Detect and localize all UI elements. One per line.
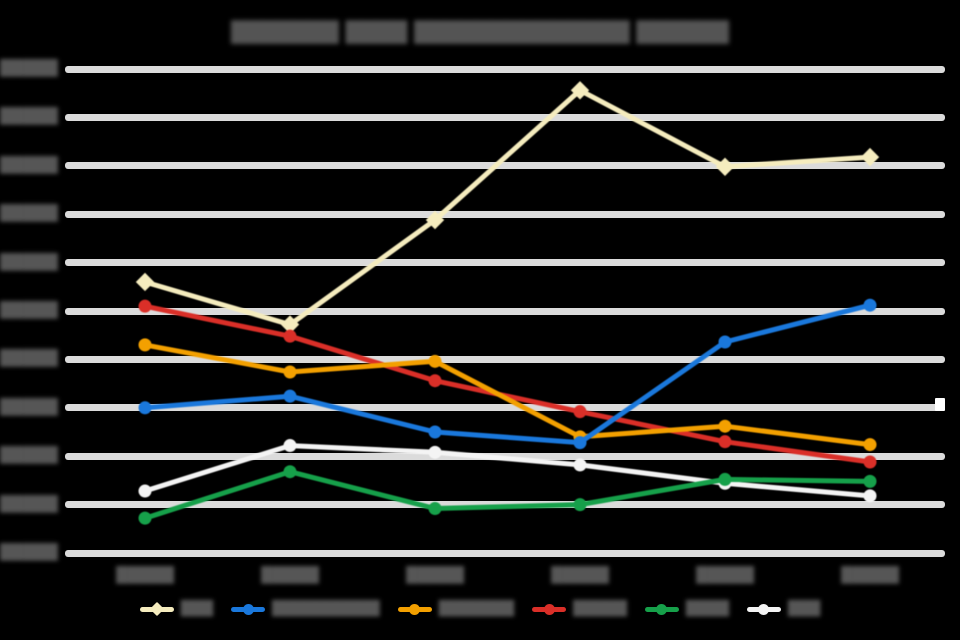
data-point-marker-cream	[135, 272, 155, 292]
data-point-marker-cream	[280, 315, 300, 334]
y-tick-label: █████	[0, 107, 58, 126]
data-point-marker-red	[573, 405, 587, 419]
data-point-marker-white	[428, 445, 442, 459]
series-line-red	[142, 303, 873, 465]
y-tick-label: █████	[0, 446, 58, 465]
x-tick-label: █████	[261, 566, 319, 584]
data-point-marker-blue	[428, 425, 442, 439]
legend-item-green: ████	[644, 601, 729, 617]
legend-marker-red	[543, 603, 555, 615]
data-point-marker-cream	[570, 81, 590, 100]
gridline	[65, 355, 945, 363]
legend-label: ██████████	[272, 601, 380, 617]
data-point-marker-green	[283, 465, 297, 479]
legend: ███ ██████████ ███████ █████ ████ ███	[0, 601, 960, 617]
axis-end-white-block	[935, 398, 945, 411]
legend-line-swatch-cream	[139, 601, 174, 617]
series-line-cream	[142, 87, 873, 328]
gridline	[65, 210, 945, 218]
legend-line-swatch-red	[532, 603, 567, 615]
legend-label: ███████	[438, 601, 515, 617]
data-point-marker-blue	[283, 389, 297, 403]
data-point-marker-red	[863, 455, 877, 469]
legend-line-swatch-orange	[397, 603, 432, 615]
gridline	[65, 162, 945, 170]
data-point-marker-green	[138, 511, 152, 525]
y-tick-label: █████	[0, 155, 58, 174]
data-point-marker-orange	[718, 419, 732, 433]
chart-title: ███████ ████ ██████████████ ██████	[231, 20, 729, 44]
gridline	[65, 113, 945, 121]
legend-item-white: ███	[746, 601, 821, 617]
data-point-marker-white	[573, 458, 587, 472]
legend-marker-blue	[242, 603, 254, 615]
y-tick-label: █████	[0, 349, 58, 368]
legend-label: █████	[573, 601, 627, 617]
data-point-marker-green	[428, 501, 442, 515]
legend-item-cream: ███	[139, 601, 214, 617]
series-line-orange	[142, 342, 873, 448]
legend-line-swatch-white	[746, 603, 781, 615]
legend-line-swatch-blue	[231, 603, 266, 615]
data-point-marker-white	[138, 484, 152, 498]
y-tick-label: █████	[0, 543, 58, 561]
data-point-marker-orange	[863, 438, 877, 452]
legend-label: ███	[180, 601, 214, 617]
data-point-marker-orange	[428, 354, 442, 368]
data-point-marker-cream	[715, 157, 735, 176]
data-point-marker-red	[718, 435, 732, 449]
series-line-blue	[142, 302, 873, 446]
y-tick-label: █████	[0, 59, 58, 77]
y-tick-label: █████	[0, 204, 58, 223]
data-point-marker-green	[718, 472, 732, 486]
data-point-marker-blue	[138, 401, 152, 415]
x-tick-label: █████	[116, 566, 174, 584]
legend-label: ███	[787, 601, 821, 617]
legend-item-red: █████	[532, 601, 627, 617]
x-tick-label: █████	[551, 566, 609, 584]
data-point-marker-green	[863, 474, 877, 488]
data-point-marker-white	[283, 439, 297, 453]
x-tick-label: █████	[406, 566, 464, 584]
legend-item-blue: ██████████	[231, 601, 380, 617]
x-tick-label: █████	[841, 566, 899, 584]
y-tick-label: █████	[0, 397, 58, 416]
gridline	[65, 307, 945, 315]
data-point-marker-white	[863, 489, 877, 503]
data-point-marker-cream	[425, 210, 445, 230]
data-point-marker-blue	[863, 298, 877, 312]
data-point-marker-blue	[573, 436, 587, 450]
legend-line-swatch-green	[644, 603, 679, 615]
y-tick-label: █████	[0, 252, 58, 271]
data-point-marker-cream	[860, 147, 880, 167]
y-tick-label: █████	[0, 494, 58, 513]
data-point-marker-red	[283, 329, 297, 343]
data-point-marker-red	[428, 374, 442, 388]
data-point-marker-red	[138, 299, 152, 313]
data-point-marker-blue	[718, 335, 732, 349]
x-tick-label: █████	[696, 566, 754, 584]
gridline	[65, 65, 945, 73]
series-line-white	[142, 443, 873, 499]
data-point-marker-orange	[138, 338, 152, 352]
legend-label: ████	[685, 601, 729, 617]
data-point-marker-green	[573, 498, 587, 512]
legend-marker-white	[758, 603, 770, 615]
series-line-green	[142, 469, 873, 521]
legend-marker-orange	[409, 603, 421, 615]
y-tick-label: █████	[0, 301, 58, 319]
gridline	[65, 259, 945, 267]
legend-item-orange: ███████	[397, 601, 515, 617]
gridline	[65, 404, 945, 412]
gridline	[65, 549, 945, 557]
legend-marker-green	[656, 603, 668, 615]
legend-marker-cream	[149, 601, 164, 617]
data-point-marker-orange	[283, 365, 297, 379]
